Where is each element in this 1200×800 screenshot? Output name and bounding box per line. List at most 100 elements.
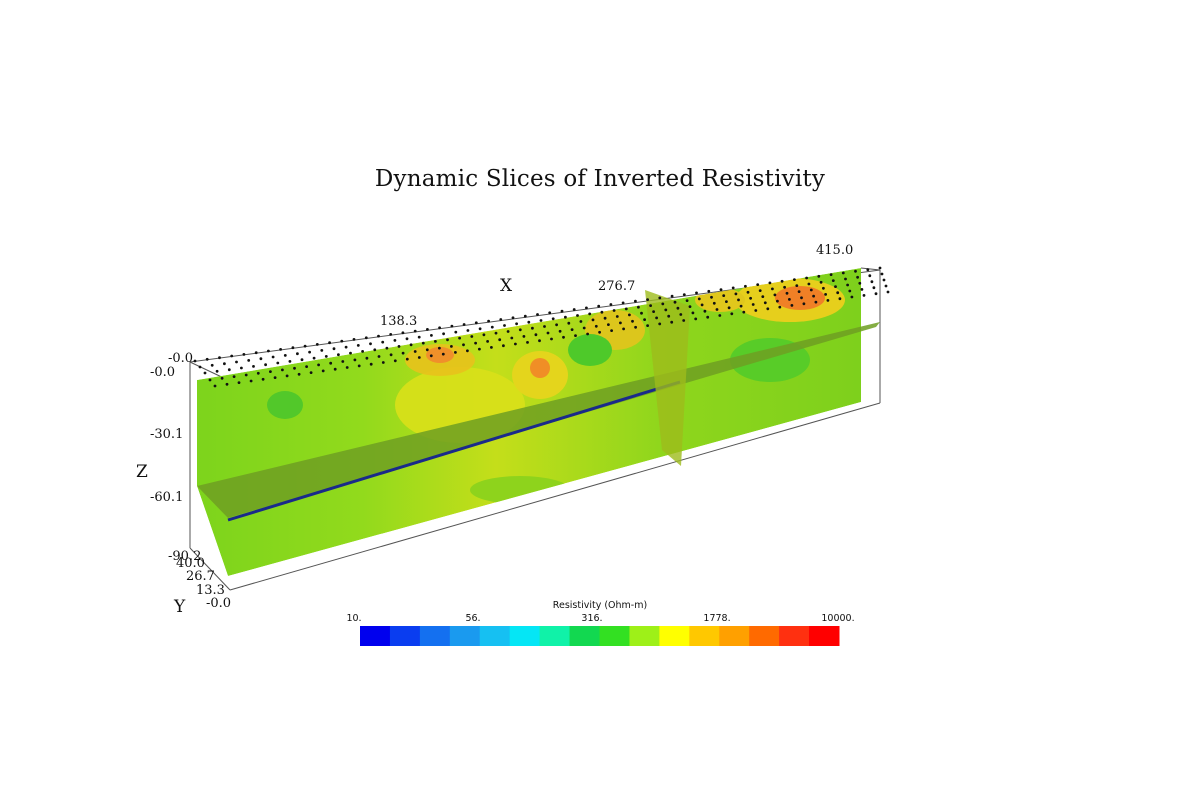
electrode-dot	[514, 342, 517, 346]
electrode-dot	[841, 271, 845, 275]
electrode-dot	[548, 311, 552, 315]
colorbar-swatch	[479, 626, 511, 646]
electrode-dot	[574, 334, 577, 337]
electrode-dot	[788, 298, 791, 301]
colorbar-swatch	[599, 626, 630, 646]
colorbar-swatch	[689, 626, 720, 646]
electrode-dot	[340, 339, 344, 343]
electrode-dot	[531, 326, 534, 330]
electrode-dot	[205, 357, 209, 361]
electrode-dot	[727, 306, 731, 310]
electrode-dot	[546, 331, 550, 335]
electrode-dot	[256, 371, 260, 375]
electrode-dot	[230, 354, 234, 358]
electrode-dot	[281, 368, 284, 372]
electrode-dot	[621, 301, 625, 305]
electrode-dot	[487, 319, 490, 323]
electrode-dot	[315, 343, 319, 346]
electrode-dot	[628, 313, 631, 317]
colorbar-swatch	[509, 626, 541, 646]
electrode-dot	[793, 278, 796, 281]
electrode-dot	[332, 347, 336, 351]
electrode-dot	[225, 382, 229, 386]
electrode-dot	[538, 339, 541, 343]
electrode-dot	[377, 355, 381, 358]
z-tick-label: -30.1	[150, 427, 184, 442]
electrode-dot	[870, 280, 874, 284]
electrode-dot	[567, 321, 571, 325]
electrode-dot	[353, 358, 357, 362]
electrode-dot	[389, 333, 393, 336]
electrode-dot	[317, 363, 320, 367]
electrode-dot	[193, 359, 197, 363]
electrode-dot	[558, 329, 562, 333]
electrode-dot	[862, 294, 866, 297]
electrode-dot	[805, 276, 808, 280]
colorbar	[360, 626, 840, 646]
colorbar-swatch	[809, 626, 840, 646]
electrode-dot	[658, 296, 662, 300]
electrode-dot	[609, 303, 613, 306]
electrode-dot	[780, 279, 784, 283]
electrode-dot	[349, 351, 352, 355]
electrode-dot	[640, 311, 643, 315]
chart-title: Dynamic Slices of Inverted Resistivity	[374, 166, 826, 192]
electrode-dot	[710, 295, 713, 299]
electrode-dot	[763, 301, 767, 305]
electrode-dot	[450, 324, 454, 328]
electrode-dot	[442, 332, 445, 336]
electrode-dot	[438, 346, 441, 350]
colorbar-tick-label: 316.	[581, 613, 603, 624]
electrode-dot	[329, 361, 333, 365]
colorbar-tick-label: 10000.	[821, 613, 855, 624]
electrode-dot	[308, 350, 311, 354]
electrode-dot	[751, 303, 755, 306]
electrode-dot	[588, 312, 592, 316]
colorbar-tick-label: 10.	[346, 613, 362, 624]
electrode-dot	[643, 318, 646, 321]
electrode-dot	[446, 338, 449, 342]
electrode-dot	[551, 317, 555, 321]
electrode-dot	[886, 290, 890, 294]
electrode-dot	[783, 285, 786, 289]
electrode-dot	[555, 323, 558, 327]
electrode-dot	[296, 352, 299, 356]
colorbar-swatch	[629, 626, 660, 646]
electrode-dot	[594, 324, 598, 328]
electrode-dot	[276, 361, 280, 365]
electrode-dot	[682, 293, 686, 296]
electrode-dot	[312, 356, 316, 360]
electrode-dot	[809, 288, 813, 292]
electrode-dot	[667, 314, 671, 318]
electrode-dot	[381, 340, 385, 344]
electrode-dot	[785, 291, 789, 295]
xy-slice	[197, 322, 880, 522]
electrode-dot	[817, 274, 821, 278]
electrode-dot	[523, 314, 527, 318]
electrode-dot	[240, 366, 243, 370]
electrode-dot	[381, 361, 385, 364]
electrode-dot	[661, 302, 665, 306]
electrode-dot	[854, 269, 857, 273]
electrode-dot	[486, 340, 489, 343]
electrode-dot	[421, 341, 425, 345]
electrode-dot	[474, 341, 477, 345]
electrode-dot	[814, 300, 818, 304]
electrode-dot	[333, 367, 337, 371]
electrode-dot	[586, 332, 589, 336]
electrode-dot	[364, 336, 368, 340]
electrode-dot	[254, 351, 258, 355]
electrode-dot	[490, 346, 493, 349]
electrode-dot	[438, 326, 441, 330]
electrode-dot	[597, 304, 601, 308]
electrode-dot	[844, 277, 847, 281]
electrode-dot	[742, 310, 746, 314]
electrode-dot	[860, 288, 864, 291]
electrode-dot	[824, 293, 827, 296]
electrode-dot	[761, 295, 765, 298]
electrode-dot	[715, 308, 719, 311]
electrode-dot	[582, 326, 586, 330]
electrode-dot	[866, 268, 870, 272]
electrode-dot	[252, 365, 255, 368]
electrode-dot	[858, 281, 862, 285]
